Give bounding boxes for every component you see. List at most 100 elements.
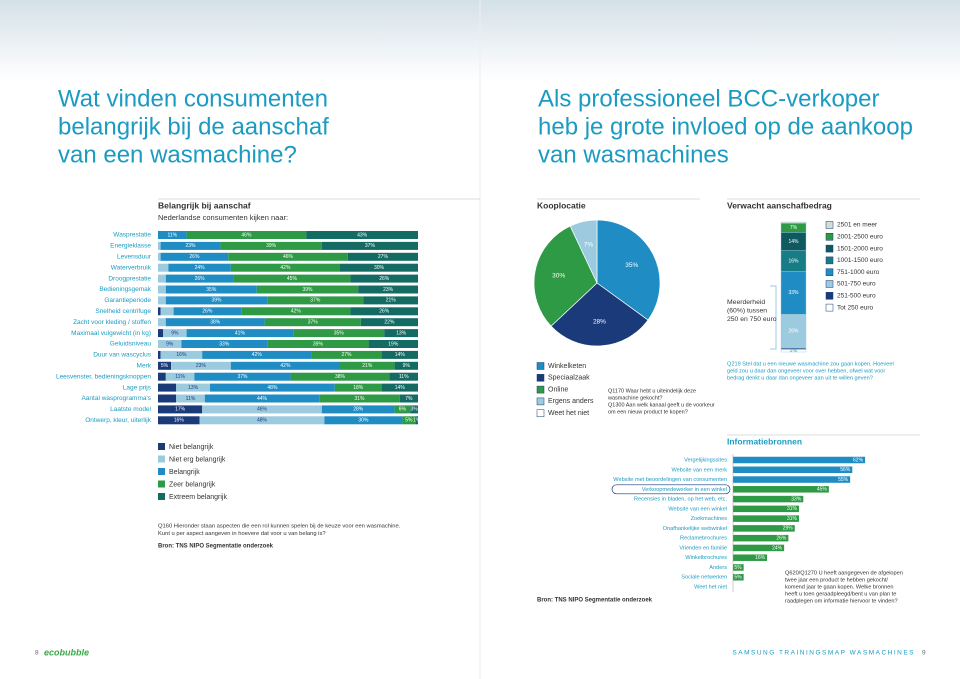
right-title: Als professioneel BCC-verkoper xyxy=(538,85,879,112)
value-label: 28% xyxy=(353,407,364,413)
highlight xyxy=(611,484,731,495)
bar-segment xyxy=(181,340,268,348)
value-label: 16% xyxy=(755,555,766,561)
value-label: 44% xyxy=(257,396,268,402)
bar-segment xyxy=(360,318,418,327)
bar-segment xyxy=(311,350,382,359)
bar-segment xyxy=(158,329,164,338)
row-label: Reclamebrochures xyxy=(680,536,727,542)
legend-swatch xyxy=(825,256,834,265)
value-label: 39% xyxy=(313,341,324,347)
row-label: Aantal wasprogramma's xyxy=(81,395,151,402)
value-label: 26% xyxy=(379,309,390,315)
bar-segment xyxy=(173,307,242,316)
value-label: 14% xyxy=(788,239,799,245)
row-label: Leesvenster, bedieningsknoppen xyxy=(56,373,151,380)
bar-segment xyxy=(171,361,231,370)
row-label: Verkoopmedewerker in een winkel xyxy=(642,487,727,493)
bar xyxy=(733,525,795,532)
bar-segment xyxy=(319,394,400,403)
brand: SAMSUNG TRAININGSMAP WASMACHINES xyxy=(732,650,915,657)
bar xyxy=(733,505,800,513)
value-label: 17% xyxy=(175,407,186,413)
bar-segment xyxy=(350,274,418,283)
legend-label: 1001-1500 euro xyxy=(837,257,883,264)
bar-segment xyxy=(158,350,161,359)
value-label: 9% xyxy=(166,341,174,347)
value-label: 23% xyxy=(383,287,394,293)
note: Q1300 Aan welk kanaal geeft u de voorkeu… xyxy=(608,402,715,408)
value-label: 46% xyxy=(283,254,294,260)
value-label: 56% xyxy=(840,467,851,473)
bar-segment xyxy=(394,405,411,414)
column-segment xyxy=(780,221,807,224)
value-label: 7% xyxy=(405,396,413,402)
bar-segment xyxy=(321,405,395,414)
legend-swatch xyxy=(825,268,834,276)
value-label: 24% xyxy=(772,545,783,551)
pie-slice xyxy=(596,219,661,321)
row-label: Merk xyxy=(137,363,152,370)
legend-swatch xyxy=(536,409,545,417)
bar-segment xyxy=(267,296,364,305)
bar-segment xyxy=(186,231,307,239)
bar-segment xyxy=(363,296,418,305)
value-label: 37% xyxy=(365,243,376,249)
value-label: 33% xyxy=(791,496,802,502)
value-label: 28% xyxy=(593,319,606,326)
legend-swatch xyxy=(536,397,545,406)
bar-segment xyxy=(194,372,291,381)
legend-swatch xyxy=(825,280,834,288)
bar-segment xyxy=(158,394,177,403)
bar-segment xyxy=(158,405,203,414)
bar-segment xyxy=(158,340,182,348)
bar-segment xyxy=(256,285,359,294)
note: wasmachine gekocht? xyxy=(607,395,662,401)
legend-swatch xyxy=(825,233,834,241)
value-label: 37% xyxy=(237,374,248,380)
legend-swatch xyxy=(158,455,165,463)
value-label: 35% xyxy=(334,330,345,336)
bar-segment xyxy=(204,394,320,403)
note: heeft u toen geraadpleegd/bent u van pla… xyxy=(785,591,896,597)
row-label: Garantieperiode xyxy=(104,297,151,304)
row-label: Droogprestatie xyxy=(108,275,151,282)
value-label: 9% xyxy=(403,363,411,369)
value-label: 46% xyxy=(257,407,268,413)
bar xyxy=(733,544,785,552)
annotation: Meerderheid xyxy=(727,299,765,306)
pie-slice xyxy=(550,282,649,347)
value-label: 19% xyxy=(388,341,399,347)
bar-segment xyxy=(264,318,361,327)
logo: ecobubble xyxy=(44,647,89,657)
bar-segment xyxy=(290,372,390,381)
pie-slice xyxy=(569,219,598,284)
row-label: Ontwerp, kleur, uiterlijk xyxy=(85,417,151,424)
legend-label: 1501-2000 euro xyxy=(837,245,883,252)
bar-segment xyxy=(163,329,187,338)
bar-segment xyxy=(160,252,229,261)
row-label: Sociale netwerken xyxy=(681,575,727,581)
bar-segment xyxy=(165,372,195,381)
legend-label: Speciaalzaak xyxy=(548,375,590,382)
bar-segment xyxy=(402,416,416,425)
bar xyxy=(733,554,768,561)
bar xyxy=(733,466,853,474)
value-label: 22% xyxy=(384,320,395,326)
row-label: Energieklasse xyxy=(110,243,151,250)
value-label: 41% xyxy=(235,330,246,336)
page-number: 8 xyxy=(35,650,39,657)
note: om een nieuw product te kopen? xyxy=(608,409,688,415)
value-label: 26% xyxy=(788,329,799,335)
column-segment xyxy=(780,314,807,349)
row-label: Maximaal vulgewicht (in kg) xyxy=(71,330,151,337)
bar-segment xyxy=(381,383,418,392)
legend-label: Belangrijk xyxy=(169,469,200,476)
chart-title: Belangrijk bij aanschaf xyxy=(158,200,251,210)
value-label: 7% xyxy=(790,225,798,231)
legend-swatch xyxy=(536,362,545,370)
value-label: 31% xyxy=(787,516,798,522)
row-label: Levensduur xyxy=(117,254,152,261)
note: twee jaar een product te hebben gekocht/ xyxy=(785,577,888,583)
value-label: 33% xyxy=(219,341,230,347)
